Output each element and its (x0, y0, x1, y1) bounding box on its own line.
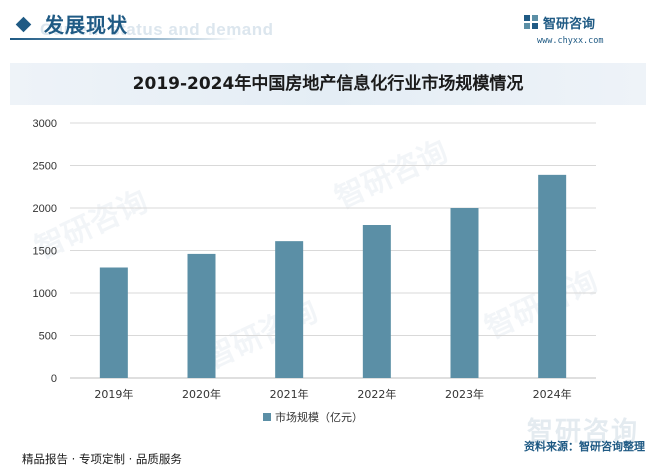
chart-title-band (10, 63, 646, 105)
brand-url: www.chyxx.com (537, 36, 604, 46)
page-title: 发展现状 (44, 13, 128, 37)
brand-logo-icon (524, 15, 538, 29)
x-tick-label: 2019年 (94, 387, 133, 401)
x-tick-label: 2024年 (533, 387, 572, 401)
bar (187, 253, 216, 378)
footer-tagline: 精品报告 · 专项定制 · 品质服务 (22, 452, 182, 466)
bar (538, 174, 567, 378)
legend-label: 市场规模（亿元） (275, 410, 363, 424)
chart-title: 2019-2024年中国房地产信息化行业市场规模情况 (132, 74, 524, 94)
brand-name: 智研咨询 (543, 17, 596, 32)
footer-brand-watermark: 智研咨询 (526, 417, 639, 447)
y-tick-label: 1500 (33, 246, 57, 258)
page-footer: 智研咨询 精品报告 · 专项定制 · 品质服务 资料来源：智研咨询整理 (0, 417, 657, 476)
y-tick-label: 0 (51, 373, 57, 385)
page-header: Current status and demand 发展现状 智研咨询 www.… (0, 0, 657, 50)
x-tick-label: 2020年 (182, 387, 221, 401)
y-tick-label: 2500 (33, 161, 57, 173)
bar (362, 225, 391, 378)
y-tick-label: 3000 (33, 118, 57, 130)
header-divider (10, 38, 238, 40)
brand-logo-block: 智研咨询 www.chyxx.com (523, 12, 633, 50)
legend-swatch (263, 413, 271, 421)
bar (275, 241, 304, 378)
header-subtitle-watermark: Current status and demand (40, 20, 274, 39)
y-tick-label: 500 (39, 331, 57, 343)
data-source: 资料来源：智研咨询整理 (524, 440, 645, 453)
x-tick-label: 2023年 (445, 387, 484, 401)
bar (450, 208, 479, 378)
x-tick-label: 2021年 (270, 387, 309, 401)
x-tick-label: 2022年 (357, 387, 396, 401)
y-tick-label: 2000 (33, 203, 57, 215)
bar (99, 267, 128, 378)
footer-band (0, 441, 657, 476)
y-tick-label: 1000 (33, 288, 57, 300)
